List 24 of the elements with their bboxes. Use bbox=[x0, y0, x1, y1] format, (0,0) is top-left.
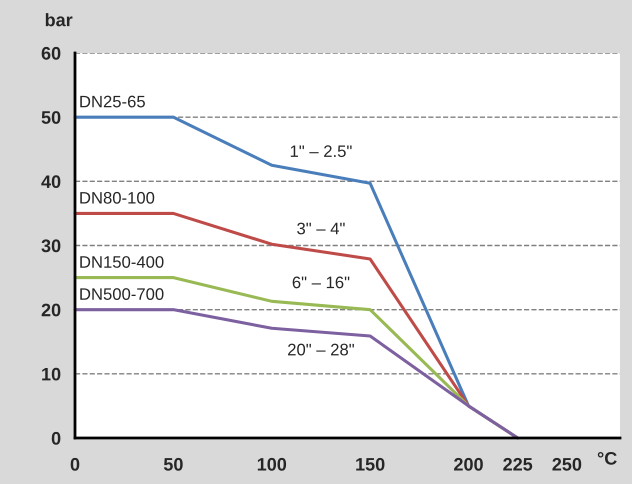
y-tick-label: 20 bbox=[42, 304, 60, 316]
x-tick-label: 50 bbox=[164, 458, 183, 471]
annotation: 1" – 2.5" bbox=[290, 145, 352, 158]
series-label: DN80-100 bbox=[80, 192, 154, 204]
x-tick-label: 150 bbox=[356, 458, 384, 471]
x-tick-label: 0 bbox=[70, 458, 80, 471]
x-tick-label: 250 bbox=[552, 458, 582, 471]
annotation: 20" – 28" bbox=[288, 344, 354, 356]
x-tick-label: 225 bbox=[503, 458, 532, 471]
y-tick-label: 0 bbox=[52, 432, 60, 445]
y-tick-label: 40 bbox=[41, 175, 60, 188]
x-tick-label: 100 bbox=[258, 458, 286, 471]
series-label: DN150-400 bbox=[80, 256, 164, 268]
y-tick-label: 50 bbox=[42, 111, 60, 124]
y-tick-label: 60 bbox=[42, 46, 60, 60]
annotation: 6" – 16" bbox=[292, 276, 350, 288]
y-axis-title: bar bbox=[46, 13, 72, 26]
annotation: 3" – 4" bbox=[297, 222, 345, 234]
y-tick-label: 10 bbox=[42, 368, 60, 381]
series-label: DN500-700 bbox=[80, 288, 164, 300]
series-label: DN25-65 bbox=[80, 96, 145, 108]
y-tick-label: 30 bbox=[41, 239, 60, 252]
x-axis-title: °C bbox=[598, 452, 617, 465]
x-tick-label: 200 bbox=[454, 458, 483, 471]
